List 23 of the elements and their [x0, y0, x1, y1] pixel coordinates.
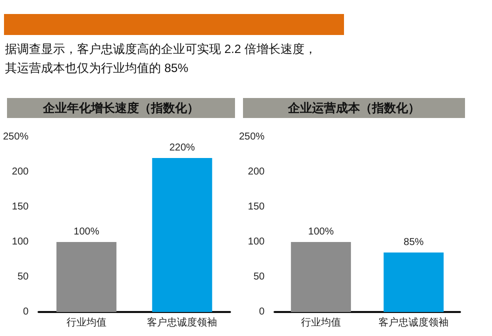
x-tick-label: 行业均值: [66, 316, 106, 328]
y-tick-label: 200: [12, 166, 30, 178]
y-tick-label: 0: [23, 306, 30, 318]
y-tick-label: 250%: [239, 132, 265, 142]
data-label: 85%: [404, 237, 424, 248]
y-tick-label: 100: [248, 236, 266, 248]
x-tick-label: 客户忠诚度领袖: [147, 316, 218, 328]
data-label: 100%: [74, 226, 100, 238]
data-label: 220%: [169, 142, 196, 154]
y-tick-label: 100: [12, 236, 30, 248]
y-tick-label: 50: [253, 272, 266, 282]
text: 据调查显示，客户忠诚度高的企业可实现 2.2 倍增长速度，其运营成本也仅为行业均值的 85%: [5, 41, 318, 77]
y-tick-label: 0: [259, 306, 266, 318]
y-tick-label: 150: [248, 202, 266, 212]
y-tick-label: 250%: [3, 132, 29, 142]
y-tick-label: 50: [17, 272, 30, 282]
data-label: 100%: [308, 226, 334, 238]
y-tick-label: 150: [12, 202, 30, 212]
x-tick-label: 客户忠诚度领袖: [378, 316, 449, 328]
chart-title: 企业运营成本（指数化）: [243, 98, 465, 118]
y-tick-label: 200: [248, 166, 266, 178]
chart-title: 企业年化增长速度（指数化）: [7, 98, 235, 118]
x-tick-label: 行业均值: [300, 316, 341, 328]
